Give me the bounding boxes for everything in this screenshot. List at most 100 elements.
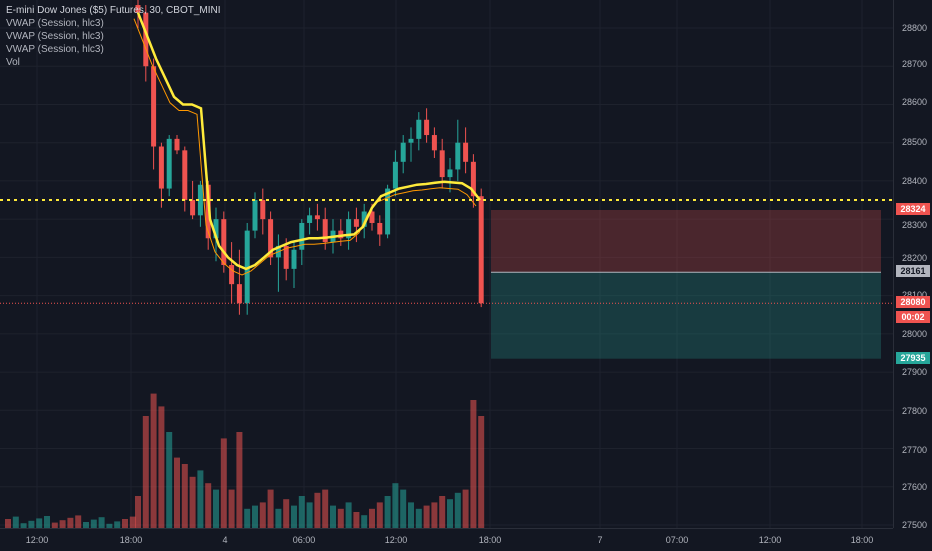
volume-bar (298, 496, 305, 528)
price-tick: 28700 (902, 59, 928, 69)
volume-bar (98, 517, 105, 528)
volume-bar (59, 520, 66, 528)
volume-bar (423, 505, 430, 528)
price-tick: 28000 (902, 329, 928, 339)
volume-bar (197, 470, 204, 528)
volume-bar (470, 400, 477, 528)
candle-up (455, 142, 461, 170)
volume-bar (114, 521, 121, 528)
volume-bar (213, 489, 219, 528)
indicator-vwap-1[interactable]: VWAP (Session, hlc3) (6, 18, 104, 29)
volume-bar (345, 502, 352, 528)
volume-bar (415, 508, 422, 528)
volume-bar (28, 520, 35, 528)
candle-down (431, 135, 437, 151)
bar-countdown-badge: 00:02 (896, 311, 930, 323)
candle-down (229, 265, 235, 285)
volume-bar (106, 523, 113, 528)
volume-bar (205, 483, 212, 528)
volume-bar (392, 483, 399, 528)
volume-bar (252, 505, 258, 528)
price-tick: 28400 (902, 176, 928, 186)
volume-bar (129, 516, 136, 528)
time-tick: 12:00 (758, 535, 782, 545)
candle-up (252, 200, 258, 231)
candle-up (346, 219, 352, 239)
time-tick: 18:00 (850, 535, 874, 545)
candle-down (182, 150, 188, 201)
last-price-badge: 28080 (896, 296, 930, 308)
volume-bar (20, 523, 27, 528)
vwap-line-secondary (133, 18, 477, 276)
volume-bar (135, 496, 141, 528)
volume-bar (337, 508, 344, 528)
time-tick: 18:00 (119, 535, 143, 545)
entry-price-badge: 28161 (896, 265, 930, 277)
time-tick: 07:00 (665, 535, 689, 545)
indicator-vwap-2[interactable]: VWAP (Session, hlc3) (6, 31, 104, 42)
volume-bar (439, 496, 446, 528)
candle-down (377, 222, 383, 235)
candle-down (268, 219, 274, 258)
volume-bar (228, 489, 235, 528)
candle-down (470, 161, 476, 197)
volume-bar (384, 496, 391, 528)
volume-bar (291, 505, 297, 528)
volume-bar (462, 489, 469, 528)
candle-down (338, 230, 344, 239)
volume-bar (275, 508, 282, 528)
price-tick: 28500 (902, 137, 928, 147)
volume-bar (36, 518, 43, 528)
candle-down (322, 219, 328, 243)
candle-up (197, 184, 203, 216)
candle-down (221, 219, 227, 266)
volume-bar (431, 502, 438, 528)
price-tick: 27500 (902, 520, 928, 530)
price-axis[interactable]: 28800 28700 28600 28500 28400 28300 2820… (893, 0, 932, 530)
volume-bar (353, 512, 360, 528)
time-tick: 12:00 (25, 535, 49, 545)
price-tick: 27900 (902, 367, 928, 377)
candle-down (463, 142, 469, 162)
volume-bar (447, 499, 453, 528)
indicator-vwap-3[interactable]: VWAP (Session, hlc3) (6, 44, 104, 55)
target-price-badge: 27935 (896, 352, 930, 364)
candle-down (151, 66, 157, 147)
volume-bar (12, 516, 19, 528)
volume-bar (174, 457, 180, 528)
volume-bar (322, 489, 329, 528)
candle-up (213, 219, 219, 239)
indicator-volume[interactable]: Vol (6, 57, 20, 68)
candle-up (447, 169, 453, 178)
time-tick: 06:00 (292, 535, 316, 545)
time-tick: 18:00 (478, 535, 502, 545)
candle-up (385, 188, 391, 235)
candle-up (299, 222, 305, 250)
candle-up (392, 161, 398, 189)
volume-bar (75, 515, 82, 528)
candle-down (190, 200, 196, 216)
price-tick: 27700 (902, 445, 928, 455)
volume-bar (283, 499, 290, 528)
candle-up (244, 230, 250, 304)
volume-bar (220, 438, 227, 528)
target-zone (491, 272, 881, 359)
price-tick: 28600 (902, 97, 928, 107)
candle-down (369, 211, 375, 223)
volume-bar (150, 393, 157, 528)
volume-bar (122, 519, 128, 528)
volume-bar (51, 522, 58, 528)
volume-bar (267, 489, 274, 528)
time-axis[interactable]: 12:00 18:00 4 06:00 12:00 18:00 7 07:00 … (0, 528, 893, 551)
stop-price-badge: 28324 (896, 203, 930, 215)
candle-down (478, 196, 484, 304)
candle-down (260, 200, 266, 220)
volume-bar (478, 416, 485, 528)
candlestick-chart[interactable] (0, 0, 893, 528)
chart-area[interactable]: E-mini Dow Jones ($5) Futures, 30, CBOT_… (0, 0, 893, 528)
symbol-title[interactable]: E-mini Dow Jones ($5) Futures, 30, CBOT_… (6, 5, 221, 16)
volume-bar (189, 476, 196, 528)
vwap-line-primary (136, 12, 481, 271)
stop-zone (491, 209, 881, 273)
volume-bar (400, 489, 407, 528)
